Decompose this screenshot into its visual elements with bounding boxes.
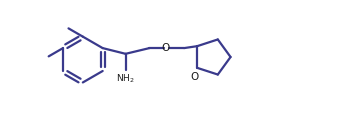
Text: O: O xyxy=(191,72,199,82)
Text: NH$_2$: NH$_2$ xyxy=(116,73,135,85)
Text: O: O xyxy=(162,43,170,53)
